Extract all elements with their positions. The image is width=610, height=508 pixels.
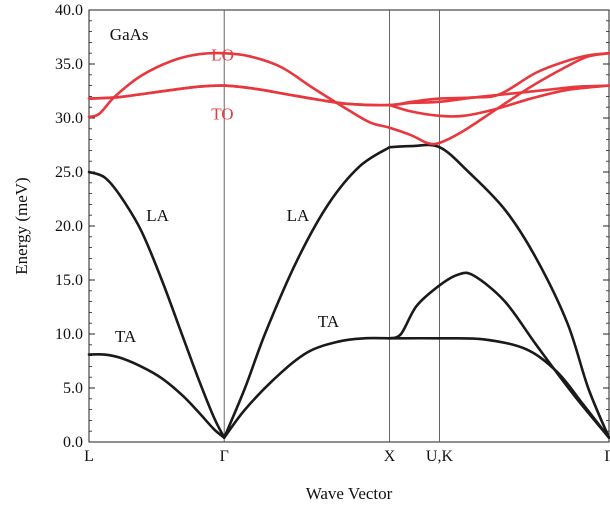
optical-branch-8	[87, 51, 610, 146]
y-tick-label: 30.0	[55, 110, 83, 127]
y-tick-label: 5.0	[63, 380, 83, 397]
optical-branch-10	[87, 51, 610, 107]
acoustic-branch-5	[388, 336, 610, 439]
x-tick-label: U,K	[426, 448, 454, 465]
annotation-label: TO	[211, 105, 233, 124]
annotation-label: LA	[287, 206, 310, 225]
annotation-label: TA	[318, 312, 340, 331]
acoustic-branch-4	[222, 145, 391, 439]
x-tick-label: Γ	[220, 448, 229, 465]
acoustic-branch-3	[222, 336, 391, 439]
acoustic-branch-7	[388, 143, 610, 439]
x-tick-label: L	[84, 448, 94, 465]
y-axis-label: Energy (meV)	[12, 177, 31, 274]
acoustic-branch-6	[388, 271, 610, 439]
optical-branch-9	[87, 84, 610, 107]
y-tick-label: 0.0	[63, 434, 83, 451]
acoustic-branch-2	[87, 170, 226, 439]
x-tick-label: X	[384, 448, 396, 465]
annotation-label: LO	[211, 45, 234, 64]
y-tick-label: 10.0	[55, 326, 83, 343]
optical-branch-11	[388, 84, 610, 118]
x-axis-label: Wave Vector	[306, 484, 393, 503]
annotation-label: TA	[115, 327, 137, 346]
y-tick-label: 15.0	[55, 272, 83, 289]
y-tick-label: 20.0	[55, 218, 83, 235]
y-tick-label: 35.0	[55, 56, 83, 73]
acoustic-branch-1	[87, 352, 226, 439]
y-tick-label: 25.0	[55, 164, 83, 181]
annotation-label: GaAs	[110, 25, 149, 44]
annotation-label: LA	[146, 206, 169, 225]
x-tick-label: Γ	[604, 448, 610, 465]
y-tick-label: 40.0	[55, 2, 83, 19]
